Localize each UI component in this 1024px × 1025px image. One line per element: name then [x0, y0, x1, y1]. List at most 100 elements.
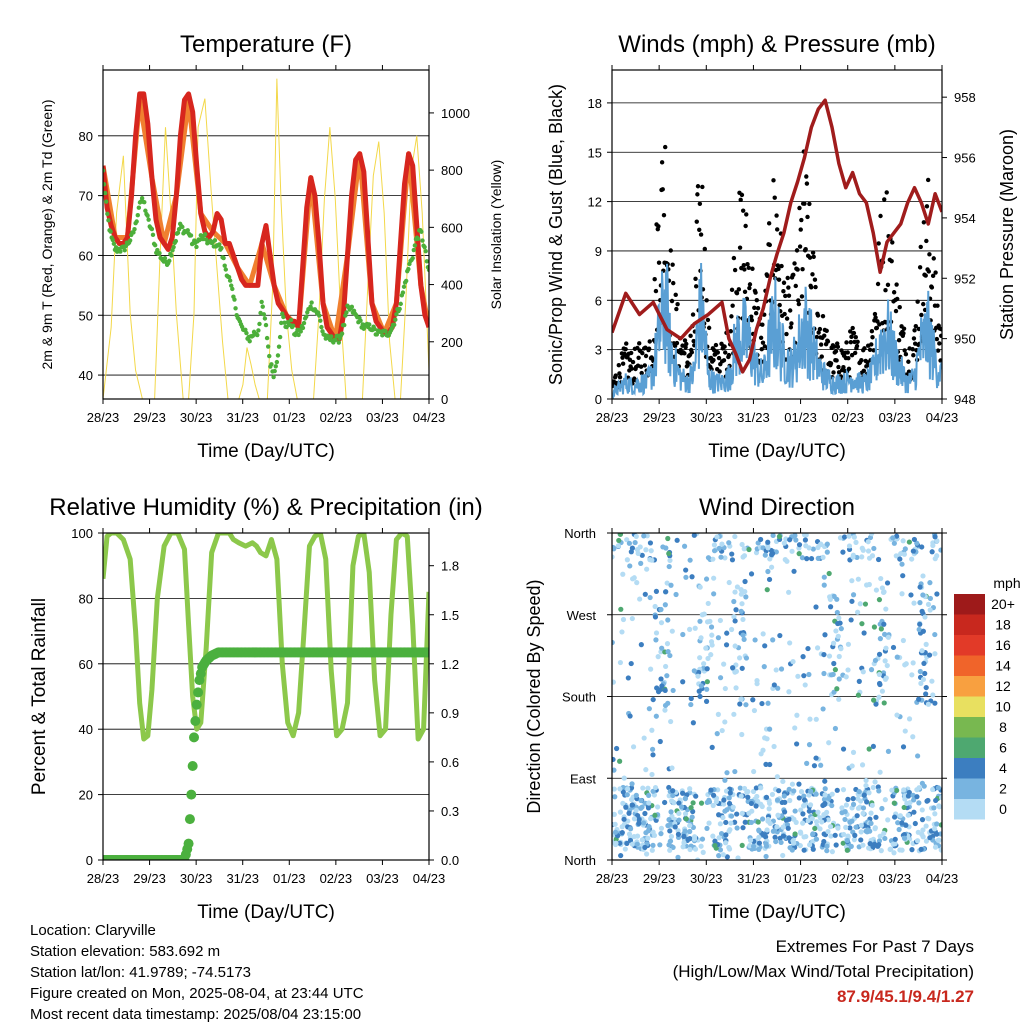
direction-point — [634, 580, 640, 586]
direction-point — [876, 788, 882, 794]
direction-point — [906, 539, 912, 545]
direction-point — [642, 810, 648, 817]
direction-point — [787, 537, 793, 543]
gust-point — [903, 352, 909, 357]
dewpoint-point — [301, 320, 307, 326]
direction-point — [663, 663, 669, 670]
direction-point — [680, 844, 686, 850]
gust-point — [760, 322, 765, 327]
direction-point — [932, 811, 938, 817]
direction-point — [669, 628, 675, 634]
direction-point — [670, 792, 676, 799]
x-tick-label-2-2: 30/23 — [180, 871, 213, 886]
direction-point — [717, 675, 724, 681]
gust-point — [867, 347, 873, 353]
dewpoint-point — [118, 249, 123, 254]
direction-point — [911, 797, 917, 803]
direction-point — [765, 545, 771, 551]
dewpoint-point — [136, 205, 142, 210]
temp9m-line — [103, 97, 429, 342]
gust-point — [844, 340, 849, 345]
direction-point — [670, 844, 676, 851]
gust-point — [835, 341, 840, 346]
direction-point — [872, 779, 878, 785]
direction-point — [658, 831, 664, 837]
direction-point — [813, 791, 819, 797]
gust-point — [715, 350, 721, 355]
direction-point — [652, 614, 659, 620]
direction-point — [713, 799, 720, 805]
direction-point — [930, 542, 936, 549]
direction-point — [748, 819, 754, 826]
gust-point — [846, 355, 851, 361]
direction-point — [806, 671, 812, 678]
direction-point — [894, 787, 900, 794]
direction-point — [855, 576, 861, 582]
direction-point — [741, 785, 748, 792]
gust-point — [901, 331, 906, 336]
gust-point — [675, 301, 680, 307]
gust-point — [623, 346, 628, 352]
gust-point — [695, 184, 701, 189]
gust-point — [750, 266, 755, 271]
direction-point — [920, 628, 926, 634]
direction-point — [723, 832, 729, 838]
direction-point — [786, 835, 792, 841]
direction-point — [832, 667, 838, 673]
gust-point — [620, 361, 626, 366]
dewpoint-point — [406, 266, 411, 272]
direction-point — [804, 760, 810, 766]
direction-point — [885, 748, 892, 754]
x-tick-label-0-3: 31/23 — [226, 410, 259, 425]
dewpoint-point — [317, 313, 322, 318]
dewpoint-point — [372, 326, 377, 332]
gust-point — [804, 181, 810, 186]
direction-point — [840, 787, 847, 793]
direction-point — [687, 786, 693, 792]
direction-point — [826, 795, 832, 802]
dewpoint-point — [261, 312, 267, 317]
y-tick-label-1-0: 0 — [595, 392, 602, 407]
dewpoint-point — [400, 290, 406, 295]
gust-point — [873, 315, 878, 320]
direction-point — [675, 854, 681, 860]
direction-point — [909, 672, 915, 678]
gust-point — [741, 263, 746, 268]
direction-point — [929, 678, 935, 684]
x-tick-label-0-1: 29/23 — [133, 410, 166, 425]
direction-point — [715, 711, 721, 717]
direction-point — [628, 785, 635, 791]
direction-point — [631, 834, 637, 840]
legend-title: mph — [993, 575, 1020, 591]
direction-point — [933, 797, 939, 804]
y2-tick-label-0-3: 600 — [441, 220, 463, 235]
gust-point — [694, 219, 699, 224]
direction-point — [857, 601, 863, 607]
direction-point — [724, 854, 730, 860]
x-tick-label-1-3: 31/23 — [737, 410, 770, 425]
dewpoint-point — [403, 278, 409, 284]
direction-point — [884, 580, 891, 586]
direction-point — [647, 557, 653, 563]
dewpoint-point — [265, 344, 271, 349]
direction-point — [699, 836, 706, 842]
direction-point — [920, 592, 926, 598]
gust-point — [862, 346, 867, 351]
direction-point — [798, 807, 804, 813]
gust-point — [897, 305, 902, 310]
x-tick-label-2-5: 02/23 — [320, 871, 353, 886]
direction-point — [623, 804, 629, 810]
direction-point — [914, 838, 921, 844]
gust-point — [913, 323, 919, 329]
direction-point — [881, 830, 887, 836]
y2-tick-label-1-0: 948 — [954, 392, 976, 407]
direction-point — [804, 556, 810, 562]
gust-point — [912, 328, 917, 333]
direction-point — [865, 548, 872, 554]
direction-point — [770, 533, 776, 539]
direction-point — [612, 821, 618, 827]
direction-point — [668, 718, 674, 725]
legend-label-6: 8 — [999, 719, 1007, 735]
plot-frame-0 — [102, 69, 430, 400]
legend-label-3: 14 — [995, 658, 1011, 674]
